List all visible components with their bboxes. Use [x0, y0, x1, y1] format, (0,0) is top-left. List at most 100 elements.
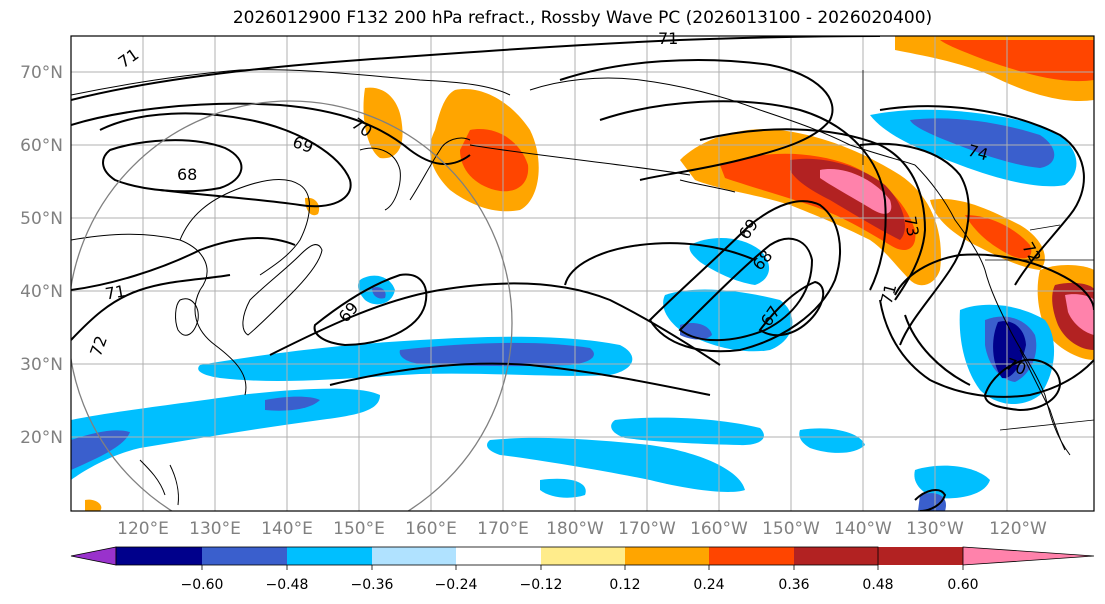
pos-region-okhotsk [363, 87, 403, 159]
colorbar-tick-label: 0.36 [778, 577, 809, 593]
colorbar-segment [709, 547, 794, 565]
colorbar-tick-label: −0.48 [266, 577, 309, 593]
contour-69-east [648, 200, 841, 353]
colorbar-tick-label: −0.12 [520, 577, 563, 593]
lon-label: 140°W [834, 519, 892, 539]
rossby-wave-circle [71, 100, 513, 511]
colorbar-tick-label: −0.60 [181, 577, 224, 593]
coast-north-america [914, 164, 1071, 456]
colorbar-ticks [201, 565, 964, 570]
contour-68-east [678, 237, 814, 342]
lon-label: 150°W [762, 519, 820, 539]
contour-71-central [329, 362, 711, 396]
lon-label: 160°E [405, 519, 457, 539]
neg-region-small-40n-core [372, 287, 386, 299]
colorbar-tick-label: 0.24 [693, 577, 724, 593]
contour-70-se [983, 358, 1062, 412]
contour-label: 73 [900, 215, 922, 238]
neg-region-tropics-east4 [540, 478, 586, 498]
colorbar-segment [456, 547, 541, 565]
colorbar-segment [625, 547, 709, 565]
colorbar-tick-label: 0.12 [609, 577, 640, 593]
contour-se-small [914, 488, 947, 511]
coast-alaska [529, 77, 916, 193]
contour-67-east [758, 280, 825, 337]
lon-label: 120°E [117, 519, 169, 539]
neg-region-sw-band-core [71, 430, 130, 470]
contour-71-west [71, 237, 296, 291]
lat-axis: 70°N 60°N 50°N 40°N 30°N 20°N [20, 63, 63, 448]
coast-siberia-north [71, 69, 511, 96]
colorbar-left-extend [70, 546, 117, 566]
map-area [71, 36, 1094, 511]
colorbar-tick-label: −0.36 [351, 577, 394, 593]
contour-label: 71 [658, 29, 678, 48]
lat-label: 50°N [20, 209, 63, 229]
contour-high-ridge-2 [599, 100, 887, 291]
lon-label: 120°W [989, 519, 1047, 539]
contour-69-central [313, 273, 428, 347]
coast-aleutians [469, 144, 691, 176]
height-contours [71, 36, 1094, 511]
pos-region-alaska-inner [790, 158, 905, 240]
colorbar-segment [372, 547, 456, 565]
lon-label: 140°E [261, 519, 313, 539]
colorbar-segment [794, 547, 878, 565]
coast-baja [1019, 349, 1066, 451]
contour-label: 74 [966, 141, 991, 165]
pos-region-bc-core [965, 215, 1032, 259]
contour-74-east [879, 105, 1085, 286]
lon-axis: 120°E 130°E 140°E 150°E 160°E 170°E 180°… [117, 519, 1047, 539]
contour-73-east [859, 142, 970, 346]
map-border [70, 35, 1095, 512]
colorbar-segment [541, 547, 625, 565]
neg-region-tropics-east3 [799, 428, 865, 453]
lat-label: 70°N [20, 63, 63, 83]
colorbar-segment [878, 547, 963, 565]
pos-region-sw-corner [85, 499, 102, 511]
coast-japan [242, 244, 323, 336]
lon-label: 130°E [189, 519, 241, 539]
contour-trough-east-1 [879, 299, 1094, 398]
lon-label: 130°W [906, 519, 964, 539]
contour-label: 71 [877, 282, 901, 307]
neg-region-gulf-alaska-core [910, 118, 1055, 168]
contour-68-west [102, 139, 243, 193]
lat-label: 40°N [20, 282, 63, 302]
contour-70-north [71, 102, 471, 166]
contour-70-central [269, 282, 721, 366]
contour-label: 71 [104, 281, 127, 303]
coast-korea [175, 298, 199, 336]
lat-label: 30°N [20, 355, 63, 375]
pos-region-arctic-core [940, 40, 1094, 82]
colorbar-segment [116, 547, 202, 565]
colorbar-right-extend [962, 546, 1095, 566]
contour-high-ridge-1 [559, 59, 834, 181]
pos-region-california-peak [1065, 294, 1094, 335]
coast-kamchatka [359, 137, 471, 211]
coastlines [71, 69, 1071, 506]
lon-label: 170°W [618, 519, 676, 539]
neg-region-se-corner-core [918, 493, 946, 511]
neg-region-jet-band-core [399, 342, 594, 367]
lon-label: 170°E [477, 519, 529, 539]
colorbar: −0.60 −0.48 −0.36 −0.24 −0.12 0.12 0.24 … [70, 546, 1095, 593]
neg-region-sw-band-core2 [265, 396, 320, 411]
colorbar-tick-label: 0.60 [947, 577, 978, 593]
neg-region-tropics-east2 [487, 437, 745, 492]
contour-trough-east-2 [904, 314, 971, 386]
contour-71-north [71, 36, 881, 101]
pos-region-alaska-peak [820, 169, 892, 214]
neg-region-tropics-east [611, 417, 764, 446]
colorbar-border [115, 546, 879, 566]
contour-69-west [99, 112, 352, 208]
colorbar-segment [202, 547, 287, 565]
lon-label: 150°E [333, 519, 385, 539]
contour-label: 68 [177, 165, 197, 184]
lat-label: 60°N [20, 136, 63, 156]
contour-72-west [71, 274, 231, 341]
map-title: 2026012900 F132 200 hPa refract., Rossby… [232, 8, 933, 28]
neg-region-central-north [689, 238, 770, 285]
boundaries [862, 70, 1094, 431]
